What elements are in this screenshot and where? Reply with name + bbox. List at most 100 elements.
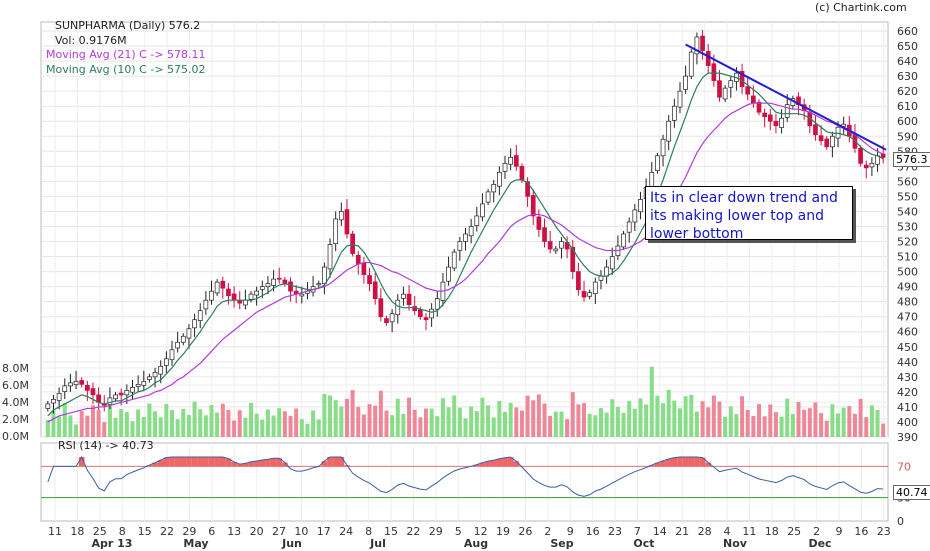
volume-bar (412, 409, 417, 437)
candle-body (513, 155, 519, 167)
candle-body (626, 221, 632, 233)
volume-bar (435, 416, 440, 437)
volume-bar (136, 409, 141, 437)
price-tick-label: 520 (897, 236, 918, 249)
candle-body (107, 397, 113, 405)
volume-bar (706, 407, 711, 437)
candle-body (858, 147, 863, 164)
volume-bar (869, 405, 874, 437)
candle-body (762, 112, 767, 118)
price-tick-label: 640 (897, 55, 918, 68)
price-tick-label: 660 (897, 25, 918, 38)
date-tick-label: 11 (742, 525, 756, 538)
volume-bar (361, 414, 366, 437)
candle-body (231, 293, 237, 301)
volume-bar (277, 408, 282, 437)
candle-body (186, 328, 192, 339)
volume-bar (169, 410, 174, 437)
volume-bar (785, 398, 790, 437)
volume-bar (192, 401, 197, 437)
rsi-overbought-fill (174, 457, 181, 467)
candle-body (711, 63, 717, 81)
date-tick-label: 15 (138, 525, 152, 538)
candle-body (660, 138, 666, 157)
candle-body (592, 281, 598, 294)
date-tick-label: 26 (518, 525, 532, 538)
price-tick-label: 480 (897, 296, 918, 309)
legend: SUNPHARMA (Daily) 576.2 Vol: 0.9176M Mov… (46, 19, 206, 452)
trend-annotation: Its in clear down trend and its making l… (645, 186, 853, 242)
volume-bar (508, 402, 513, 437)
volume-bar (85, 415, 90, 437)
volume-tick-label: 6.0M (2, 379, 29, 392)
candle-body (638, 199, 643, 213)
volume-bar (119, 409, 124, 437)
date-tick-label: 20 (250, 525, 264, 538)
rsi-overbought-fill (219, 457, 226, 467)
candle-body (773, 120, 779, 127)
rsi-overbought-fill (338, 457, 345, 467)
volume-bar (677, 408, 682, 437)
rsi-overbought-fill (197, 457, 204, 467)
volume-bar (423, 408, 428, 437)
candle-body (767, 114, 773, 122)
rsi-overbought-fill (78, 457, 85, 467)
rsi-panel (41, 455, 888, 499)
candle-body (327, 244, 333, 270)
price-tick-label: 460 (897, 326, 918, 339)
candle-body (417, 309, 423, 318)
volume-bar (598, 408, 603, 437)
volume-bar (819, 413, 824, 437)
rsi-overbought-fill (276, 458, 283, 467)
candle-body (158, 365, 164, 375)
legend-ma10: Moving Avg (10) C -> 575.02 (46, 63, 206, 76)
volume-bar (328, 395, 333, 437)
trend-line (685, 43, 887, 151)
volume-bar (350, 390, 355, 437)
ma10-line (47, 72, 884, 417)
candle-body (474, 215, 480, 226)
rsi-overbought-fill (214, 457, 220, 467)
volume-bar (175, 419, 180, 437)
volume-bar (215, 412, 220, 437)
volume-bar (265, 409, 270, 437)
rsi-overbought-fill (705, 462, 712, 467)
legend-ma21: Moving Avg (21) C -> 578.11 (46, 48, 206, 61)
candle-body (779, 117, 784, 128)
date-tick-label: 19 (496, 525, 510, 538)
copyright: (c) Chartink.com (815, 1, 907, 14)
candle-body (745, 86, 751, 95)
moving-averages (47, 72, 884, 423)
rsi-overbought-fill (502, 457, 508, 467)
rsi-frame (40, 442, 889, 522)
candle-body (355, 255, 361, 265)
volume-bar (864, 417, 869, 437)
price-tick-label: 560 (897, 175, 918, 188)
volume-bar (841, 407, 846, 437)
candle-body (276, 277, 282, 280)
volume-bar (130, 421, 135, 437)
rsi-tick-label: 70 (897, 460, 911, 473)
candle-body (468, 226, 474, 237)
volume-bar (463, 418, 468, 437)
volume-bar (480, 397, 485, 437)
candle-body (705, 51, 711, 66)
rsi-overbought-fill (157, 460, 164, 467)
rsi-overbought-fill (513, 461, 520, 467)
volume-bar (232, 420, 237, 437)
candle-body (220, 280, 226, 289)
volume-bar (570, 392, 575, 437)
candle-body (784, 104, 790, 118)
volume-bar (745, 409, 750, 437)
volume-bar (209, 404, 214, 437)
price-tick-label: 550 (897, 190, 918, 203)
volume-bar (757, 404, 762, 437)
candle-body (497, 172, 502, 187)
volume-bar (728, 406, 733, 437)
volume-bar (102, 422, 107, 437)
volume-bar (226, 409, 231, 437)
rsi-overbought-fill (677, 457, 683, 467)
volume-bar (271, 415, 276, 437)
volume-bar (627, 401, 632, 437)
